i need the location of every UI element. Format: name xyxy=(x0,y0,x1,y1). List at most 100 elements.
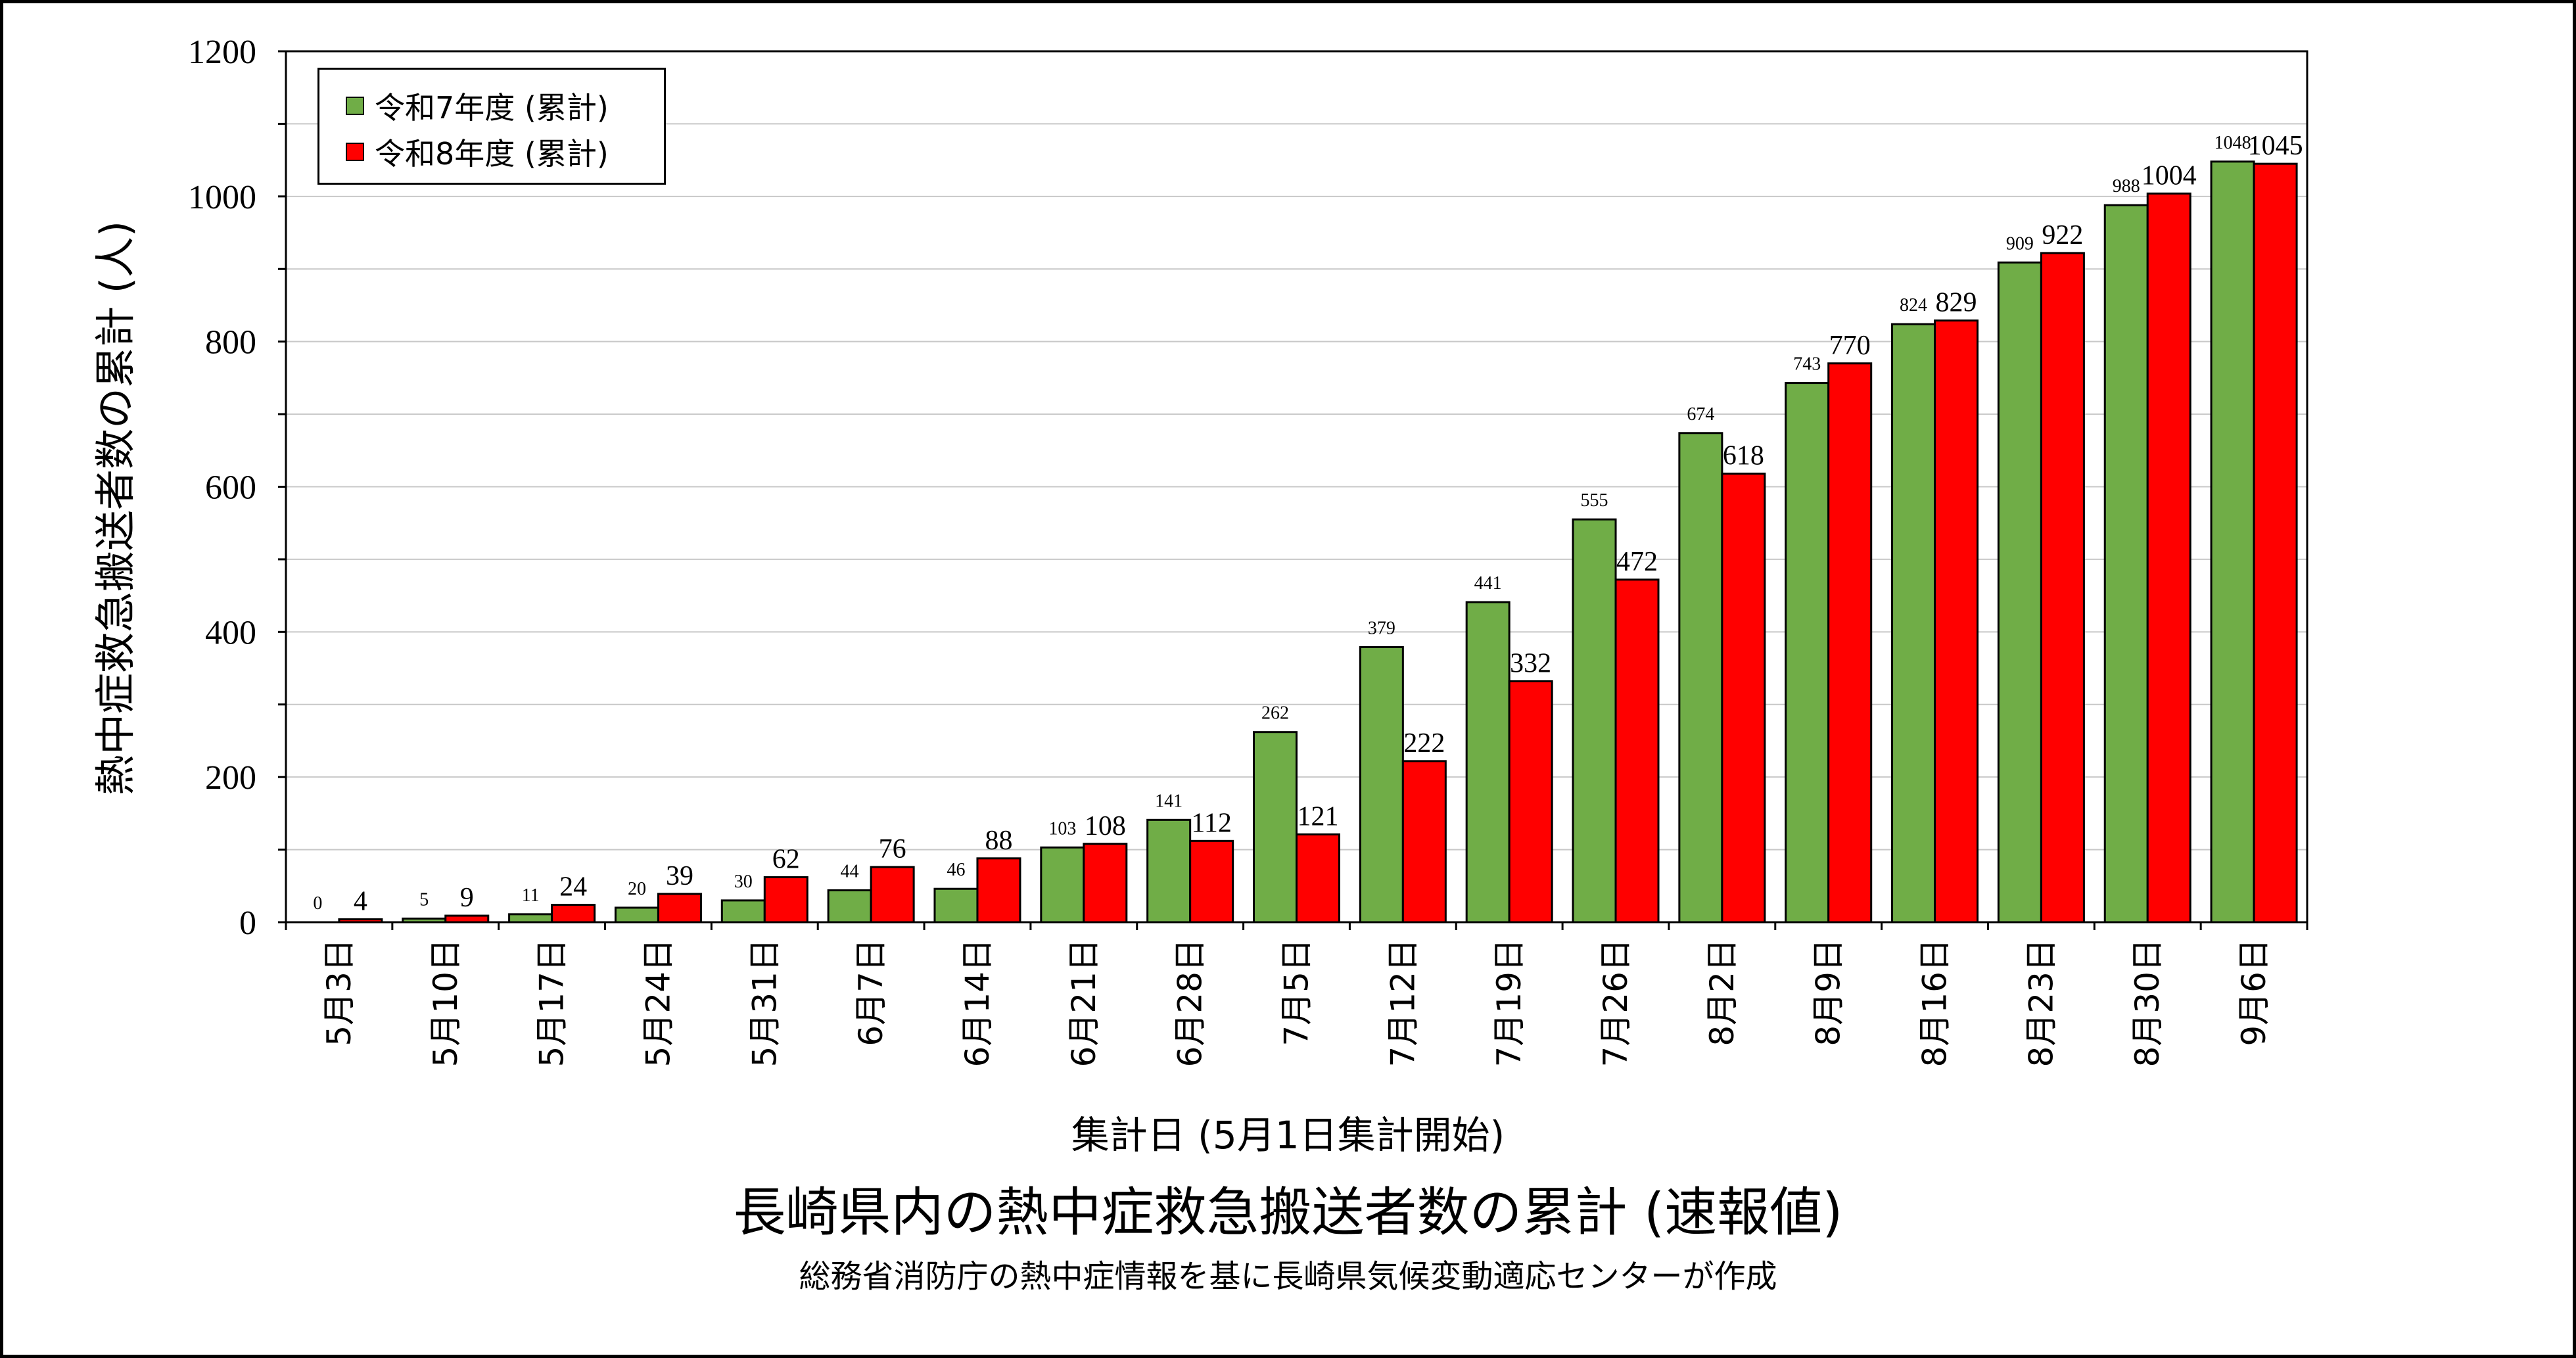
y-tick-label: 1200 xyxy=(188,34,256,71)
data-label-series-2: 39 xyxy=(666,861,693,891)
y-axis-label: 熱中症救急搬送者数の累計 (人) xyxy=(91,220,139,796)
bar-series-2 xyxy=(551,904,596,924)
bar-series-1 xyxy=(1678,432,1723,924)
x-tick-label: 8月30日 xyxy=(2128,939,2166,1067)
data-label-series-2: 222 xyxy=(1403,728,1445,759)
data-label-series-2: 1045 xyxy=(2248,131,2303,161)
data-label-series-1: 20 xyxy=(628,879,646,899)
legend-swatch-green xyxy=(346,97,364,115)
bar-series-2 xyxy=(2040,252,2085,924)
x-tick-label: 5月10日 xyxy=(427,939,465,1067)
data-label-series-1: 743 xyxy=(1793,354,1821,375)
bar-series-2 xyxy=(1827,362,1873,924)
data-label-series-1: 1048 xyxy=(2214,133,2251,153)
y-tick-label: 1000 xyxy=(188,179,256,216)
x-tick-label: 7月5日 xyxy=(1278,939,1316,1046)
legend: 令和7年度 (累計) 令和8年度 (累計) xyxy=(317,68,666,185)
bar-series-1 xyxy=(1040,846,1085,924)
data-label-series-1: 988 xyxy=(2113,176,2140,197)
bar-series-1 xyxy=(720,899,766,924)
data-label-series-2: 922 xyxy=(2042,220,2083,250)
data-label-series-1: 555 xyxy=(1581,490,1608,511)
x-axis-label: 集計日 (5月1日集計開始) xyxy=(1071,1113,1505,1158)
data-label-series-1: 5 xyxy=(419,889,429,910)
data-label-series-1: 103 xyxy=(1048,818,1076,839)
data-label-series-2: 108 xyxy=(1085,811,1126,841)
bar-series-2 xyxy=(657,893,702,924)
legend-swatch-red xyxy=(346,143,364,161)
x-tick-label: 8月9日 xyxy=(1810,939,1848,1046)
bar-series-1 xyxy=(1572,518,1617,924)
data-label-series-2: 76 xyxy=(879,834,906,864)
x-tick-label: 7月12日 xyxy=(1384,939,1422,1067)
bar-series-1 xyxy=(933,887,979,924)
data-label-series-2: 472 xyxy=(1616,547,1658,577)
legend-item-series-2: 令和8年度 (累計) xyxy=(346,132,609,172)
data-label-series-1: 379 xyxy=(1368,619,1395,639)
y-tick-label: 200 xyxy=(205,759,256,797)
data-label-series-2: 121 xyxy=(1298,801,1339,831)
data-label-series-1: 141 xyxy=(1155,791,1183,811)
x-tick-label: 9月6日 xyxy=(2235,939,2273,1046)
bar-series-2 xyxy=(1508,680,1553,924)
data-label-series-2: 618 xyxy=(1723,441,1764,471)
legend-label: 令和7年度 (累計) xyxy=(375,90,609,126)
bar-series-2 xyxy=(976,857,1021,924)
data-label-series-1: 441 xyxy=(1474,573,1502,594)
bar-series-1 xyxy=(827,889,872,924)
bar-series-2 xyxy=(870,866,915,924)
data-label-series-1: 909 xyxy=(2006,233,2034,254)
y-tick-label: 0 xyxy=(239,904,256,942)
bar-series-2 xyxy=(2253,162,2298,924)
x-tick-label: 6月28日 xyxy=(1171,939,1209,1067)
chart-title: 長崎県内の熱中症救急搬送者数の累計 (速報値) xyxy=(733,1182,1843,1243)
y-tick-label: 600 xyxy=(205,469,256,507)
data-label-series-2: 4 xyxy=(354,887,367,917)
bar-series-2 xyxy=(1189,839,1234,924)
data-label-series-1: 824 xyxy=(1900,295,1927,316)
x-tick-label: 8月23日 xyxy=(2022,939,2060,1067)
data-label-series-2: 9 xyxy=(460,883,474,913)
legend-item-series-1: 令和7年度 (累計) xyxy=(346,86,609,126)
legend-label: 令和8年度 (累計) xyxy=(375,136,609,172)
x-tick-label: 5月24日 xyxy=(639,939,677,1067)
bar-series-1 xyxy=(2210,160,2255,924)
bar-series-1 xyxy=(1146,818,1192,924)
bar-series-2 xyxy=(1721,473,1766,924)
data-label-series-2: 829 xyxy=(1936,288,1977,318)
bar-series-1 xyxy=(1997,261,2042,924)
x-tick-label: 6月21日 xyxy=(1065,939,1103,1067)
data-label-series-1: 46 xyxy=(947,860,965,880)
x-tick-label: 7月26日 xyxy=(1597,939,1635,1067)
bar-series-1 xyxy=(1785,382,1830,924)
plot-border xyxy=(285,50,2308,924)
data-label-series-1: 44 xyxy=(841,861,859,881)
data-label-series-2: 24 xyxy=(559,872,587,902)
x-tick-label: 5月17日 xyxy=(533,939,571,1067)
bar-series-2 xyxy=(1614,578,1660,924)
data-label-series-1: 262 xyxy=(1261,703,1289,724)
bar-series-1 xyxy=(614,906,659,924)
bar-series-2 xyxy=(1934,319,1979,924)
bar-series-2 xyxy=(1296,833,1340,924)
bar-series-1 xyxy=(508,913,553,924)
x-tick-label: 8月2日 xyxy=(1703,939,1741,1046)
bar-series-2 xyxy=(1401,760,1447,924)
data-label-series-2: 770 xyxy=(1829,331,1871,361)
x-tick-label: 8月16日 xyxy=(1916,939,1954,1067)
data-label-series-1: 30 xyxy=(734,872,753,892)
data-label-series-2: 62 xyxy=(772,845,800,875)
data-label-series-1: 0 xyxy=(313,893,322,914)
bar-series-1 xyxy=(1465,601,1510,924)
chart-subtitle: 総務省消防庁の熱中症情報を基に長崎県気候変動適応センターが作成 xyxy=(799,1258,1777,1295)
bar-series-1 xyxy=(1359,646,1404,924)
bar-series-2 xyxy=(763,876,808,924)
bar-series-1 xyxy=(1891,323,1936,924)
data-label-series-2: 332 xyxy=(1510,648,1551,678)
x-tick-label: 5月3日 xyxy=(320,939,358,1046)
x-tick-label: 6月14日 xyxy=(958,939,996,1067)
y-tick-label: 800 xyxy=(205,324,256,362)
bar-series-2 xyxy=(2146,192,2191,924)
bar-series-2 xyxy=(1083,843,1128,924)
